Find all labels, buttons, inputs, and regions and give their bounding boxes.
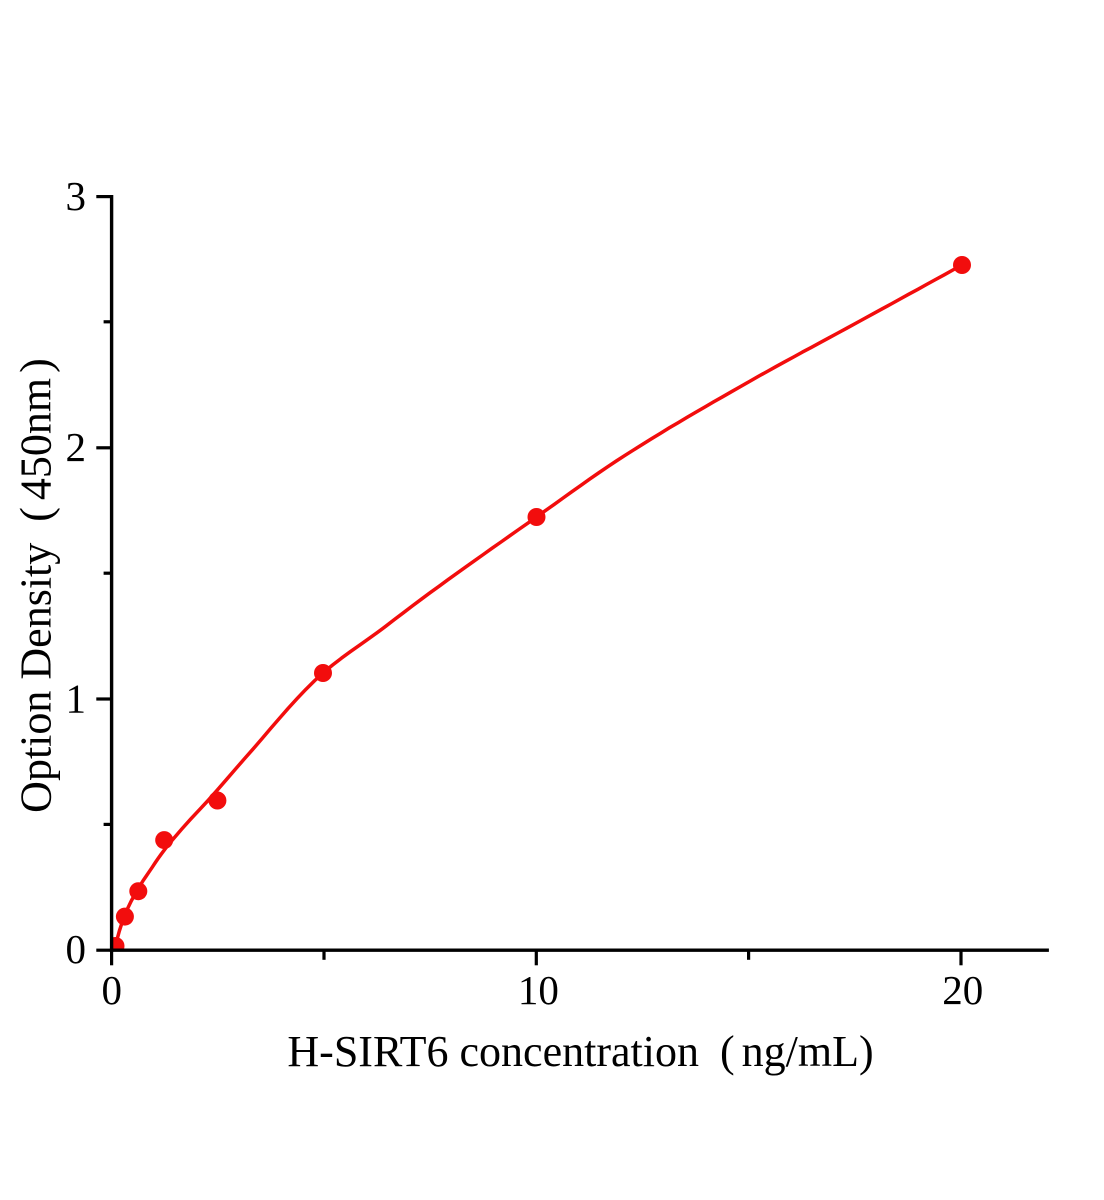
svg-text:2: 2 <box>66 424 87 470</box>
svg-text:1: 1 <box>66 675 87 721</box>
svg-text:20: 20 <box>942 967 983 1013</box>
svg-text:3: 3 <box>66 173 87 219</box>
svg-text:H-SIRT6 concentration(ng/mL): H-SIRT6 concentration(ng/mL) <box>287 1027 873 1076</box>
svg-text:0: 0 <box>66 926 87 972</box>
svg-text:Option Density(450nm): Option Density(450nm) <box>12 358 61 813</box>
svg-text:0: 0 <box>101 967 122 1013</box>
svg-text:10: 10 <box>518 967 559 1013</box>
